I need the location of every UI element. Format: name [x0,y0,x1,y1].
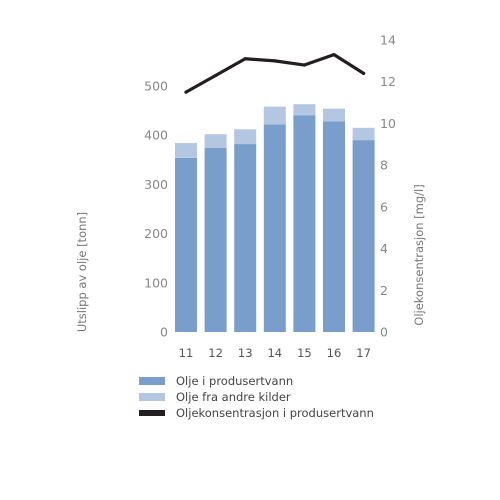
left-tick-400: 400 [144,128,168,143]
legend-label-olje-fra-andre-kilder: Olje fra andre kilder [176,390,291,404]
left-tick-500: 500 [144,79,168,94]
left-tick-0: 0 [160,325,168,340]
x-tick-12: 12 [208,346,223,360]
concentration-point-17 [362,71,366,75]
x-tick-15: 15 [297,346,312,360]
right-tick-0: 0 [380,325,388,340]
bar-olje-fra-andre-kilder-13 [234,129,257,145]
concentration-point-11 [184,90,188,94]
concentration-line-group [184,52,366,94]
right-tick-4: 4 [380,241,388,256]
bar-olje-i-produsertvann-13 [234,144,257,332]
right-tick-10: 10 [380,116,396,131]
bar-olje-fra-andre-kilder-14 [263,106,286,125]
x-tick-14: 14 [267,346,282,360]
concentration-point-12 [214,73,218,78]
bar-olje-i-produsertvann-16 [323,121,345,332]
concentration-point-16 [332,53,336,57]
legend: Olje i produsertvann Olje fra andre kilde… [139,374,374,420]
right-tick-12: 12 [380,74,396,89]
concentration-point-14 [273,59,277,63]
concentration-point-15 [302,63,306,67]
legend-swatch-oljekonsentrasjon-i-produsertvann [139,410,165,416]
bar-olje-i-produsertvann-11 [175,157,197,332]
legend-swatch-olje-fra-andre-kilder [139,393,165,401]
bar-olje-i-produsertvann-15 [293,115,316,333]
right-tick-2: 2 [380,283,388,298]
legend-label-olje-i-produsertvann: Olje i produsertvann [176,374,293,388]
bar-olje-fra-andre-kilder-12 [204,134,227,148]
bars-group [175,104,375,333]
x-tick-16: 16 [327,346,342,360]
right-tick-6: 6 [380,199,388,214]
right-axis-title: Oljekonsentrasjon [mg/l] [412,184,426,325]
bar-olje-i-produsertvann-17 [352,140,375,332]
right-axis-ticks: 0 2 4 6 8 10 12 14 [380,33,396,340]
legend-swatch-olje-i-produsertvann [139,377,165,385]
x-axis-ticks: 11 12 13 14 15 16 17 [179,346,371,360]
left-axis-ticks: 0 100 200 300 400 500 [144,79,168,340]
left-tick-100: 100 [144,275,168,290]
bar-olje-i-produsertvann-12 [204,147,227,332]
right-tick-8: 8 [380,158,388,173]
legend-label-oljekonsentrasjon-i-produsertvann: Oljekonsentrasjon i produsertvann [176,406,374,420]
left-tick-200: 200 [144,226,168,241]
bar-olje-fra-andre-kilder-11 [175,143,197,158]
x-tick-11: 11 [179,346,194,360]
bar-olje-fra-andre-kilder-16 [323,108,345,122]
right-tick-14: 14 [380,33,396,48]
bar-olje-fra-andre-kilder-17 [352,127,375,141]
concentration-point-13 [243,57,247,61]
bar-olje-fra-andre-kilder-15 [293,104,316,116]
x-tick-13: 13 [238,346,253,360]
bar-olje-i-produsertvann-14 [263,124,286,332]
x-tick-17: 17 [356,346,371,360]
left-tick-300: 300 [144,177,168,192]
left-axis-title: Utslipp av olje [tonn] [75,212,89,332]
